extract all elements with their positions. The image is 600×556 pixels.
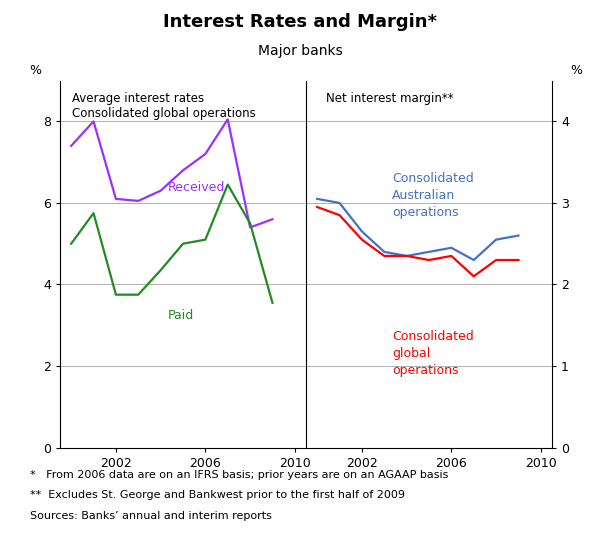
Text: %: %: [29, 64, 41, 77]
Text: Consolidated
Australian
operations: Consolidated Australian operations: [392, 172, 474, 220]
Text: *   From 2006 data are on an IFRS basis; prior years are on an AGAAP basis: * From 2006 data are on an IFRS basis; p…: [30, 470, 448, 480]
Text: Major banks: Major banks: [257, 44, 343, 58]
Text: Paid: Paid: [168, 309, 194, 322]
Text: Received: Received: [168, 181, 226, 193]
Text: %: %: [571, 64, 583, 77]
Text: Average interest rates
Consolidated global operations: Average interest rates Consolidated glob…: [73, 92, 256, 120]
Text: Net interest margin**: Net interest margin**: [326, 92, 454, 105]
Text: **  Excludes St. George and Bankwest prior to the first half of 2009: ** Excludes St. George and Bankwest prio…: [30, 490, 405, 500]
Text: Interest Rates and Margin*: Interest Rates and Margin*: [163, 13, 437, 31]
Text: Sources: Banks’ annual and interim reports: Sources: Banks’ annual and interim repor…: [30, 511, 272, 521]
Text: Consolidated
global
operations: Consolidated global operations: [392, 330, 474, 377]
